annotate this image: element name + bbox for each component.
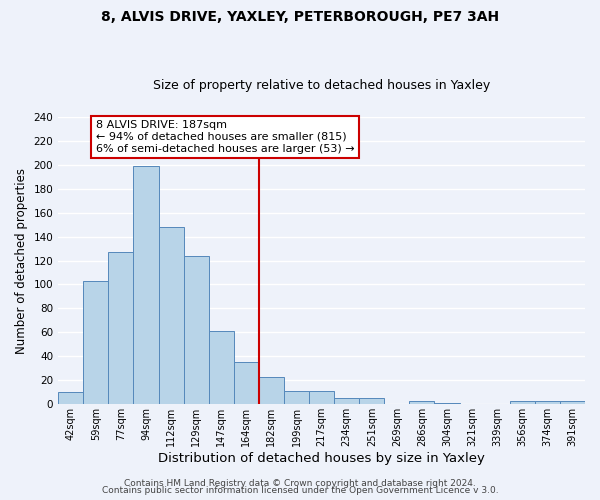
Text: 8 ALVIS DRIVE: 187sqm
← 94% of detached houses are smaller (815)
6% of semi-deta: 8 ALVIS DRIVE: 187sqm ← 94% of detached … [96, 120, 355, 154]
Bar [560, 400, 585, 404]
Y-axis label: Number of detached properties: Number of detached properties [15, 168, 28, 354]
Bar [109, 252, 133, 404]
Text: Contains public sector information licensed under the Open Government Licence v : Contains public sector information licen… [101, 486, 499, 495]
Bar [434, 403, 460, 404]
Bar [58, 392, 83, 404]
Bar [234, 362, 259, 405]
Text: 8, ALVIS DRIVE, YAXLEY, PETERBOROUGH, PE7 3AH: 8, ALVIS DRIVE, YAXLEY, PETERBOROUGH, PE… [101, 10, 499, 24]
X-axis label: Distribution of detached houses by size in Yaxley: Distribution of detached houses by size … [158, 452, 485, 465]
Bar [309, 391, 334, 404]
Bar [359, 398, 385, 404]
Bar [284, 391, 309, 404]
Bar [158, 227, 184, 404]
Bar [133, 166, 158, 404]
Bar [209, 331, 234, 404]
Text: Contains HM Land Registry data © Crown copyright and database right 2024.: Contains HM Land Registry data © Crown c… [124, 478, 476, 488]
Bar [409, 400, 434, 404]
Bar [259, 376, 284, 404]
Bar [510, 400, 535, 404]
Bar [83, 281, 109, 404]
Bar [535, 400, 560, 404]
Bar [334, 398, 359, 404]
Bar [184, 256, 209, 404]
Title: Size of property relative to detached houses in Yaxley: Size of property relative to detached ho… [153, 79, 490, 92]
